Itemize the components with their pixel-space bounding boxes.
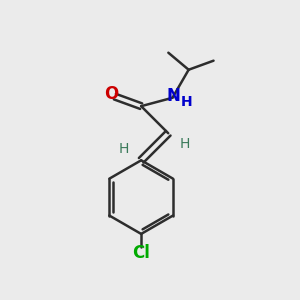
Text: H: H [181, 95, 192, 109]
Text: Cl: Cl [132, 244, 150, 262]
Text: O: O [104, 85, 118, 103]
Text: H: H [119, 142, 129, 156]
Text: H: H [180, 137, 190, 152]
Text: N: N [167, 87, 181, 105]
